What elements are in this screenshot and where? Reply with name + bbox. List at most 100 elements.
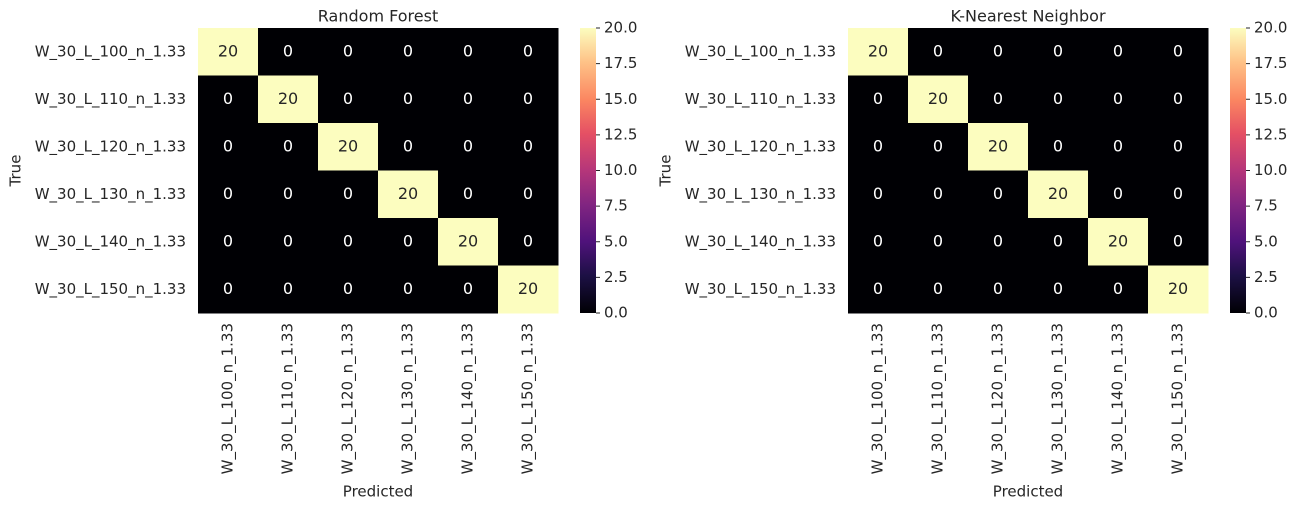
cell-label: 0: [933, 184, 943, 203]
cell: [438, 170, 499, 219]
y-tick-label: W_30_L_130_n_1.33: [35, 185, 186, 204]
cell: [1028, 170, 1089, 219]
cell-label: 0: [1053, 279, 1063, 298]
cell-label: 0: [403, 279, 413, 298]
y-tick-label: W_30_L_110_n_1.33: [685, 90, 836, 109]
cell: [908, 123, 969, 171]
cell: [1028, 123, 1089, 171]
colorbar-tick-label: 20.0: [1254, 19, 1287, 37]
colorbar: [580, 28, 596, 313]
colorbar-tick-label: 15.0: [604, 90, 637, 108]
cell: [848, 218, 909, 266]
colorbar-tick-label: 10.0: [604, 161, 637, 179]
cell: [1148, 265, 1209, 314]
cell: [1088, 170, 1149, 219]
x-tick-label: W_30_L_130_n_1.33: [1049, 323, 1068, 474]
cell-label: 0: [403, 89, 413, 108]
x-tick-label: W_30_L_140_n_1.33: [1109, 323, 1128, 474]
cell: [498, 75, 559, 124]
cell: [498, 28, 559, 76]
x-tick-label: W_30_L_120_n_1.33: [989, 323, 1008, 474]
cell: [1088, 123, 1149, 171]
cell-label: 0: [283, 41, 293, 60]
cell: [1148, 123, 1209, 171]
cell-label: 0: [523, 184, 533, 203]
cell: [318, 170, 379, 219]
cell-label: 0: [343, 279, 353, 298]
cell: [1088, 28, 1149, 76]
cell: [318, 28, 379, 76]
cell-label: 20: [928, 89, 948, 108]
cell: [908, 28, 969, 76]
cell: [848, 170, 909, 219]
cell-label: 20: [518, 279, 538, 298]
cell-label: 0: [1053, 89, 1063, 108]
colorbar-tick-label: 0.0: [604, 304, 628, 322]
y-tick-label: W_30_L_110_n_1.33: [35, 90, 186, 109]
y-tick-label: W_30_L_140_n_1.33: [685, 232, 836, 251]
chart-title: Random Forest: [318, 7, 438, 26]
colorbar-tick-label: 20.0: [604, 19, 637, 37]
cell: [438, 123, 499, 171]
cell: [848, 123, 909, 171]
colorbar-tick-label: 15.0: [1254, 90, 1287, 108]
colorbar-tick-label: 10.0: [1254, 161, 1287, 179]
cell: [438, 218, 499, 266]
cell: [438, 75, 499, 124]
cell: [1088, 75, 1149, 124]
cell: [378, 123, 439, 171]
cell: [968, 265, 1029, 314]
cell: [318, 218, 379, 266]
cell: [258, 265, 319, 314]
x-tick-label: W_30_L_100_n_1.33: [219, 323, 238, 474]
cell: [258, 218, 319, 266]
y-tick-label: W_30_L_130_n_1.33: [685, 185, 836, 204]
cell-label: 0: [223, 231, 233, 250]
y-tick-label: W_30_L_150_n_1.33: [35, 280, 186, 299]
cell-label: 0: [1113, 89, 1123, 108]
cell: [1028, 218, 1089, 266]
cell: [198, 28, 259, 76]
cell: [968, 75, 1029, 124]
y-tick-label: W_30_L_100_n_1.33: [35, 42, 186, 61]
cell-label: 0: [873, 136, 883, 155]
cell: [378, 170, 439, 219]
cell-label: 20: [988, 136, 1008, 155]
cell-label: 0: [403, 41, 413, 60]
cell-label: 20: [1168, 279, 1188, 298]
x-axis-label: Predicted: [993, 483, 1063, 501]
cell: [1088, 265, 1149, 314]
cell: [908, 170, 969, 219]
cell-label: 20: [398, 184, 418, 203]
cell: [378, 265, 439, 314]
cell-label: 0: [993, 184, 1003, 203]
cell: [438, 265, 499, 314]
cell-label: 0: [993, 41, 1003, 60]
cell-label: 0: [993, 279, 1003, 298]
y-tick-label: W_30_L_120_n_1.33: [685, 137, 836, 156]
cell-label: 0: [463, 89, 473, 108]
cell-label: 20: [1048, 184, 1068, 203]
cell: [1148, 218, 1209, 266]
cell-label: 0: [1053, 136, 1063, 155]
cell-label: 0: [1113, 41, 1123, 60]
colorbar-tick-label: 2.5: [604, 268, 628, 286]
cell: [1028, 75, 1089, 124]
x-tick-label: W_30_L_150_n_1.33: [1169, 323, 1188, 474]
cell-label: 0: [463, 41, 473, 60]
cell: [498, 218, 559, 266]
cell-label: 0: [1113, 184, 1123, 203]
cell-label: 0: [1113, 136, 1123, 155]
cell: [1148, 75, 1209, 124]
cell-label: 0: [933, 136, 943, 155]
cell: [318, 75, 379, 124]
y-tick-label: W_30_L_150_n_1.33: [685, 280, 836, 299]
cell: [438, 28, 499, 76]
colorbar-tick-label: 5.0: [604, 232, 628, 250]
cell-label: 0: [283, 184, 293, 203]
cell: [968, 170, 1029, 219]
x-tick-label: W_30_L_150_n_1.33: [519, 323, 538, 474]
cell-label: 0: [1053, 231, 1063, 250]
cell-label: 0: [873, 184, 883, 203]
cell-label: 0: [1173, 231, 1183, 250]
